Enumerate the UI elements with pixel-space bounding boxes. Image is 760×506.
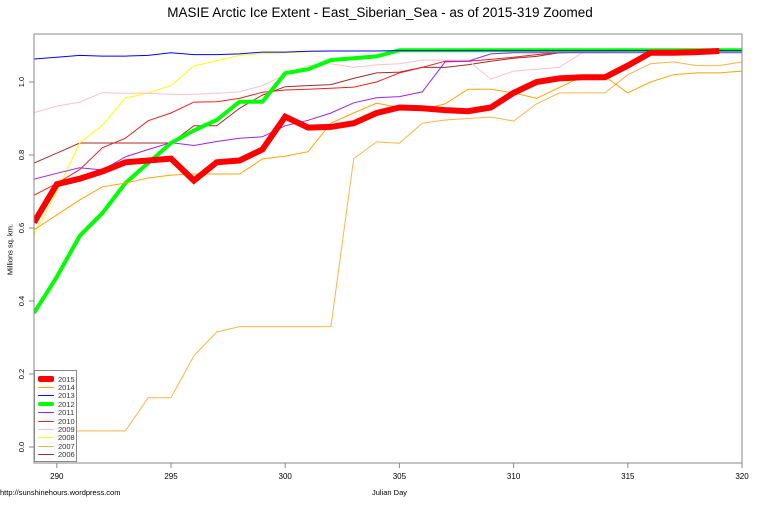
x-tick-label: 290 (50, 472, 64, 481)
legend-item-2011: 2011 (35, 408, 76, 418)
legend-swatch (38, 429, 54, 431)
y-tick-label: 0.6 (17, 223, 26, 233)
legend-label: 2013 (58, 391, 75, 401)
y-axis-label: Millions sq. km. (5, 223, 15, 276)
y-tick-label: 1.0 (17, 77, 26, 87)
x-tick-label: 295 (164, 472, 178, 481)
legend-item-2006: 2006 (35, 450, 76, 460)
legend-label: 2006 (58, 450, 75, 460)
source-credit: http://sunshinehours.wordpress.com (0, 488, 121, 497)
series-line-2014 (34, 70, 742, 231)
series-layer (34, 48, 742, 436)
y-tick-label: 0.0 (17, 442, 26, 452)
legend-label: 2008 (58, 433, 75, 443)
legend-item-2013: 2013 (35, 391, 76, 401)
legend-swatch (38, 402, 54, 407)
legend-swatch (38, 376, 54, 383)
series-line-2007 (34, 61, 742, 436)
x-tick-label: 310 (507, 472, 521, 481)
legend-swatch (38, 445, 54, 447)
legend-label: 2007 (58, 441, 75, 451)
x-tick-label: 315 (621, 472, 635, 481)
legend-label: 2010 (58, 416, 75, 426)
x-axis: 290 295 300 305 310 315 320 (50, 463, 749, 481)
legend-swatch (38, 387, 54, 389)
legend-swatch (38, 420, 54, 422)
legend-item-2008: 2008 (35, 433, 76, 443)
x-tick-label: 300 (279, 472, 293, 481)
legend-swatch (38, 454, 54, 456)
legend-label: 2011 (58, 408, 75, 418)
legend-item-2010: 2010 (35, 416, 76, 426)
legend-item-2012: 2012 (35, 399, 76, 409)
x-axis-label: Julian Day (372, 488, 408, 497)
y-tick-label: 0.4 (17, 296, 26, 306)
legend-swatch (38, 437, 54, 439)
legend-label: 2014 (58, 383, 75, 393)
legend-item-2007: 2007 (35, 441, 76, 451)
y-axis: 0.0 0.2 0.4 0.6 0.8 1.0 (17, 77, 34, 452)
series-line-2011 (34, 52, 742, 180)
legend-swatch (38, 412, 54, 414)
y-tick-label: 0.8 (17, 150, 26, 160)
chart-title: MASIE Arctic Ice Extent - East_Siberian_… (167, 5, 593, 20)
x-tick-label: 320 (735, 472, 749, 481)
legend-label: 2009 (58, 425, 75, 435)
legend-item-2015: 2015 (35, 374, 76, 384)
legend-label: 2015 (58, 374, 75, 384)
legend-swatch (38, 395, 54, 397)
series-line-2006 (34, 48, 742, 164)
legend-label: 2012 (58, 399, 75, 409)
chart-legend: 2015 2014 2013 2012 2011 2010 2009 2008 2007 2006 (34, 370, 77, 462)
series-line-2013 (34, 50, 742, 60)
legend-item-2014: 2014 (35, 383, 76, 393)
legend-item-2009: 2009 (35, 425, 76, 435)
series-line-2015 (34, 48, 720, 225)
y-tick-label: 0.2 (17, 369, 26, 379)
x-tick-label: 305 (393, 472, 407, 481)
plot-area-frame (33, 33, 743, 464)
